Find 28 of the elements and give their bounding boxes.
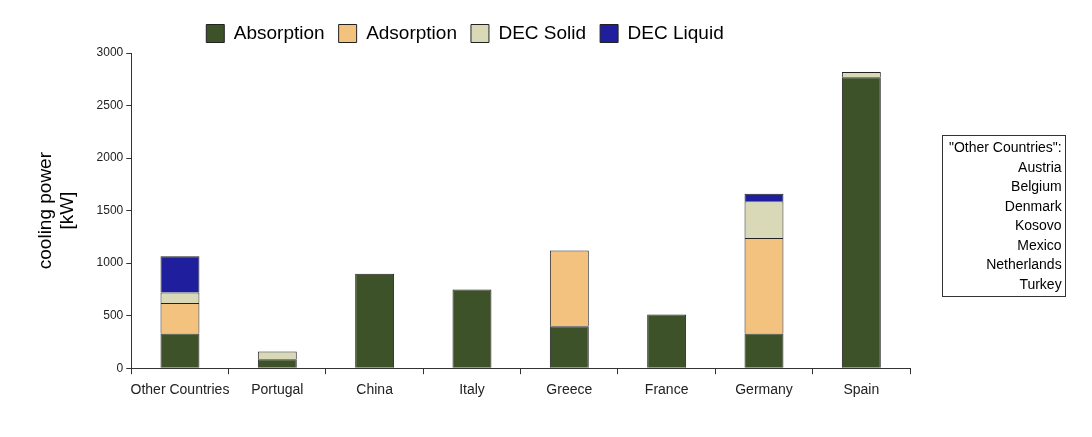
x-tick-label: Greece [546, 381, 593, 398]
x-tick-label: Portugal [251, 381, 304, 398]
text: Kosovo [1013, 216, 1062, 235]
y-tick-label: 2500 [96, 97, 124, 112]
text: Austria [1017, 157, 1062, 177]
legend-label: Adsorption [366, 21, 457, 43]
legend-label: Absorption [233, 21, 325, 43]
y-tick-label: 3000 [96, 45, 124, 60]
text: Belgium [1010, 177, 1062, 196]
legend-label: DEC Solid [498, 21, 587, 43]
x-tick-label: France [644, 381, 689, 398]
text: Netherlands [985, 255, 1062, 274]
x-tick-label: Germany [735, 381, 793, 398]
x-tick-label: China [356, 381, 394, 398]
y-axis-title: cooling power [kW] [33, 151, 78, 270]
text: Mexico [1016, 235, 1062, 255]
y-tick-label: 1500 [96, 202, 124, 217]
text: Denmark [1003, 196, 1062, 216]
x-tick-label: Spain [843, 381, 880, 398]
legend-label: DEC Liquid [627, 21, 724, 43]
text: "Other Countries": [949, 138, 1062, 157]
y-tick-label: 500 [103, 307, 124, 322]
x-tick-label: Other Countries [130, 381, 230, 398]
y-tick-label: 2000 [96, 150, 124, 165]
y-tick-label: 0 [116, 360, 124, 375]
x-tick-label: Italy [459, 381, 485, 398]
text: Turkey [1018, 274, 1062, 294]
y-tick-label: 1000 [96, 255, 124, 270]
